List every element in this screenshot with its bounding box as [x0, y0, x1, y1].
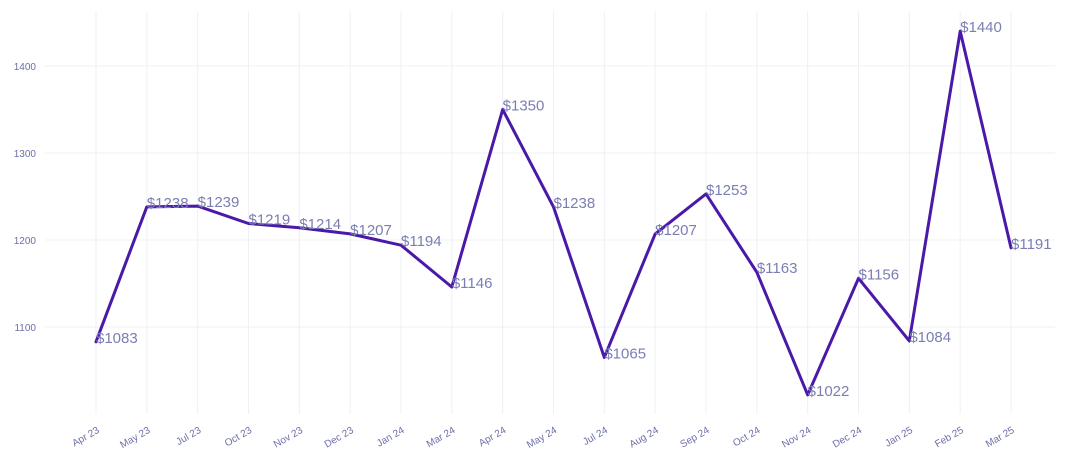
grid [45, 11, 1055, 414]
x-tick-label: Oct 23 [223, 425, 254, 449]
data-label: $1191 [1011, 236, 1052, 253]
x-tick-label: Oct 24 [731, 425, 762, 449]
data-label: $1065 [604, 345, 646, 362]
x-tick-label: Dec 24 [831, 425, 864, 451]
x-tick-label: Mar 24 [425, 425, 458, 450]
data-label: $1350 [503, 98, 545, 115]
y-tick-label: 1300 [14, 149, 37, 160]
x-tick-label: Dec 23 [323, 425, 356, 451]
data-labels: $1083 $1238 $1239 $1219 $1214 $1207 $1194 $1146… [96, 19, 1052, 400]
series-lines [94, 29, 1013, 397]
series-line [94, 29, 1013, 397]
data-label: $1156 [859, 266, 900, 283]
x-tick-label: May 23 [118, 425, 152, 451]
x-tick-label: Jan 25 [883, 425, 915, 450]
data-label: $1238 [147, 195, 189, 212]
x-tick-label: May 24 [525, 425, 559, 451]
data-label: $1253 [706, 182, 748, 199]
x-tick-label: Jul 23 [175, 425, 204, 448]
data-label: $1238 [554, 195, 596, 212]
x-tick-label: Feb 25 [933, 425, 966, 450]
data-label: $1214 [299, 216, 341, 233]
data-label: $1219 [249, 211, 291, 228]
data-label: $1022 [808, 383, 850, 400]
x-tick-label: Mar 25 [984, 425, 1017, 450]
data-label: $1440 [960, 19, 1002, 36]
y-tick-label: 1100 [14, 323, 36, 334]
x-tick-label: Sep 24 [679, 425, 712, 451]
data-label: $1146 [452, 275, 493, 292]
data-label: $1163 [757, 260, 798, 277]
x-tick-label: Jan 24 [375, 425, 407, 450]
x-axis-ticks: Apr 23 May 23 Jul 23 Oct 23 Nov 23 Dec 23 Jan … [70, 425, 1016, 451]
x-tick-label: Nov 23 [272, 425, 305, 451]
data-label: $1194 [401, 233, 442, 250]
data-label: $1207 [655, 222, 697, 239]
x-tick-label: Aug 24 [628, 425, 661, 451]
y-axis-ticks: 1100 1200 1300 1400 [14, 62, 37, 334]
data-label: $1239 [198, 194, 240, 211]
x-tick-label: Nov 24 [780, 425, 813, 451]
data-label: $1084 [909, 329, 951, 346]
x-tick-label: Jul 24 [581, 425, 610, 448]
data-label: $1083 [96, 330, 138, 347]
x-tick-label: Apr 23 [70, 425, 101, 449]
y-tick-label: 1400 [14, 62, 37, 73]
data-label: $1207 [350, 222, 392, 239]
x-tick-label: Apr 24 [477, 425, 508, 449]
y-tick-label: 1200 [14, 236, 37, 247]
